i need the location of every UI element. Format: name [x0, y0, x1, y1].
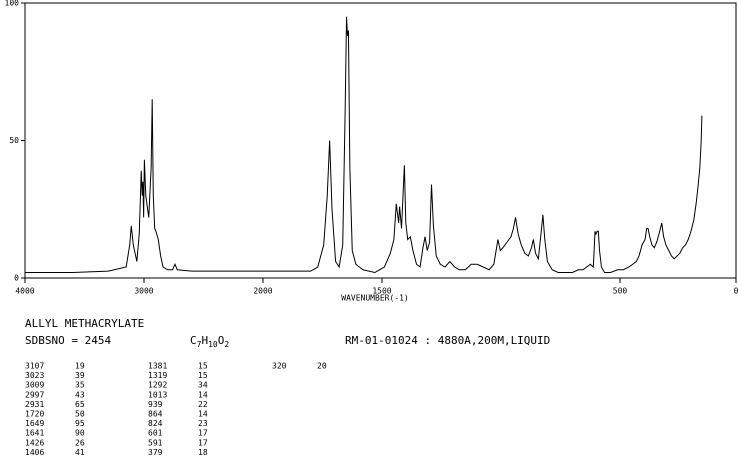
peak-wavenumber: 591: [148, 438, 163, 447]
plot-frame: [24, 2, 737, 279]
y-tick-label: 100: [5, 0, 20, 8]
peak-intensity: 14: [198, 390, 208, 399]
peak-wavenumber: 1641: [25, 429, 44, 438]
peak-intensity: 19: [75, 362, 85, 371]
x-tick-label: 1500: [372, 287, 391, 296]
peak-intensity: 17: [198, 438, 208, 447]
sdbs-number: SDBSNO = 2454: [25, 334, 111, 347]
peak-intensity: 90: [75, 429, 85, 438]
peak-wavenumber: 1426: [25, 438, 44, 447]
x-tick-label: 4000: [15, 287, 34, 296]
x-tick-label: 3000: [134, 287, 153, 296]
compound-name: ALLYL METHACRYLATE: [25, 317, 144, 330]
peak-wavenumber: 1381: [148, 362, 167, 371]
peak-intensity: 43: [75, 390, 85, 399]
peak-wavenumber: 939: [148, 400, 163, 409]
peak-wavenumber: 1013: [148, 390, 167, 399]
y-tick-label: 0: [14, 274, 19, 283]
peak-intensity: 23: [198, 419, 208, 428]
peak-wavenumber: 379: [148, 448, 163, 457]
peak-intensity: 39: [75, 371, 85, 380]
peak-intensity: 18: [198, 448, 208, 457]
peak-wavenumber: 824: [148, 419, 163, 428]
formula-part: O: [218, 334, 225, 347]
peak-wavenumber: 864: [148, 410, 163, 419]
formula-part: 7: [197, 340, 202, 349]
condition: RM-01-01024 : 4880A,200M,LIQUID: [345, 334, 550, 347]
x-tick-label: 500: [613, 287, 628, 296]
x-tick-label: 2000: [253, 287, 272, 296]
x-axis-label: WAVENUMBER(-1): [341, 294, 408, 303]
formula-part: 2: [224, 340, 229, 349]
peak-wavenumber: 3023: [25, 371, 44, 380]
formula-part: H: [201, 334, 208, 347]
peak-wavenumber: 601: [148, 429, 163, 438]
peak-wavenumber: 2997: [25, 390, 44, 399]
peak-intensity: 34: [198, 381, 208, 390]
peak-wavenumber: 320: [272, 362, 287, 371]
peak-wavenumber: 1649: [25, 419, 44, 428]
peak-intensity: 95: [75, 419, 85, 428]
x-tick-label: 0: [734, 287, 738, 296]
peak-intensity: 20: [317, 362, 327, 371]
peak-wavenumber: 3009: [25, 381, 44, 390]
formula-part: C: [190, 334, 197, 347]
peak-wavenumber: 2931: [25, 400, 44, 409]
peak-wavenumber: 3107: [25, 362, 44, 371]
peak-intensity: 14: [198, 410, 208, 419]
peak-intensity: 50: [75, 410, 85, 419]
peak-wavenumber: 1720: [25, 410, 44, 419]
y-tick-label: 50: [9, 136, 19, 145]
spectrum-line: [25, 16, 703, 274]
peak-intensity: 35: [75, 381, 85, 390]
peak-intensity: 26: [75, 438, 85, 447]
peak-intensity: 22: [198, 400, 208, 409]
peak-intensity: 65: [75, 400, 85, 409]
formula: C7H10O2: [190, 334, 229, 349]
formula-part: 10: [208, 340, 218, 349]
peak-wavenumber: 1292: [148, 381, 167, 390]
peak-intensity: 17: [198, 429, 208, 438]
peak-intensity: 15: [198, 362, 208, 371]
peak-wavenumber: 1319: [148, 371, 167, 380]
peak-intensity: 41: [75, 448, 85, 457]
peak-intensity: 15: [198, 371, 208, 380]
peak-wavenumber: 1406: [25, 448, 44, 457]
